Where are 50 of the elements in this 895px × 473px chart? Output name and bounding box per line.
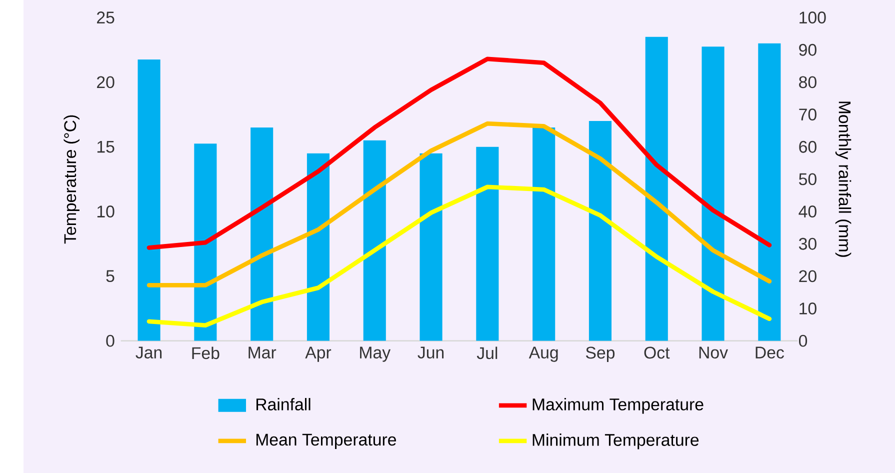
x-tick-label: Feb xyxy=(192,346,220,359)
x-tick-label: Jul xyxy=(476,346,498,359)
y2-tick-label: 10 xyxy=(800,302,816,314)
y2-tick-label: 100 xyxy=(800,11,826,24)
bar xyxy=(306,153,330,341)
y-tick-label: 20 xyxy=(97,76,114,88)
y2-tick-label: 0 xyxy=(798,334,808,347)
bar xyxy=(250,127,274,341)
x-tick-label: Jan xyxy=(136,346,162,358)
x-tick-label: Nov xyxy=(699,346,728,358)
x-tick-label: Mar xyxy=(248,346,276,358)
y2-tick-label: 30 xyxy=(798,238,816,250)
bar xyxy=(363,140,386,341)
bar xyxy=(138,59,160,341)
bar xyxy=(476,146,499,341)
x-tick-label: Sep xyxy=(586,346,615,362)
y-tick-label: 0 xyxy=(106,334,114,347)
y2-tick-label: 50 xyxy=(798,173,816,186)
x-tick-label: Jun xyxy=(418,346,444,358)
y2-tick-label: 60 xyxy=(799,140,816,153)
legend-label: Mean Temperature xyxy=(256,434,396,449)
line-series xyxy=(146,56,772,250)
bar xyxy=(420,153,442,341)
bar xyxy=(194,143,217,341)
x-tick-label: Dec xyxy=(756,346,784,358)
x-tick-label: Oct xyxy=(644,346,670,359)
legend-label: Minimum Temperature xyxy=(532,433,699,450)
y-tick-label: 10 xyxy=(97,205,114,218)
bar xyxy=(702,46,724,341)
y2-axis-title: Monthly rainfall (mm) xyxy=(835,102,852,257)
line-series xyxy=(146,184,772,328)
y-tick-label: 15 xyxy=(97,140,114,153)
y2-tick-label: 40 xyxy=(798,205,816,218)
y-axis-title: Temperature (°C) xyxy=(64,115,80,244)
y2-tick-label: 80 xyxy=(799,76,816,88)
bar xyxy=(758,43,781,341)
legend-label: Rainfall xyxy=(256,398,310,410)
x-tick-label: Apr xyxy=(305,346,332,362)
line-series xyxy=(146,121,772,288)
bar xyxy=(532,127,556,341)
bar xyxy=(588,120,612,341)
y2-tick-label: 70 xyxy=(799,108,816,120)
legend-label: Maximum Temperature xyxy=(532,398,704,414)
y2-tick-label: 90 xyxy=(799,44,816,56)
x-tick-label: Aug xyxy=(528,346,558,362)
x-tick-label: May xyxy=(360,346,391,362)
y-tick-label: 25 xyxy=(97,11,114,24)
bar xyxy=(645,36,668,341)
y-tick-label: 5 xyxy=(106,270,114,282)
y2-tick-label: 20 xyxy=(799,270,816,282)
